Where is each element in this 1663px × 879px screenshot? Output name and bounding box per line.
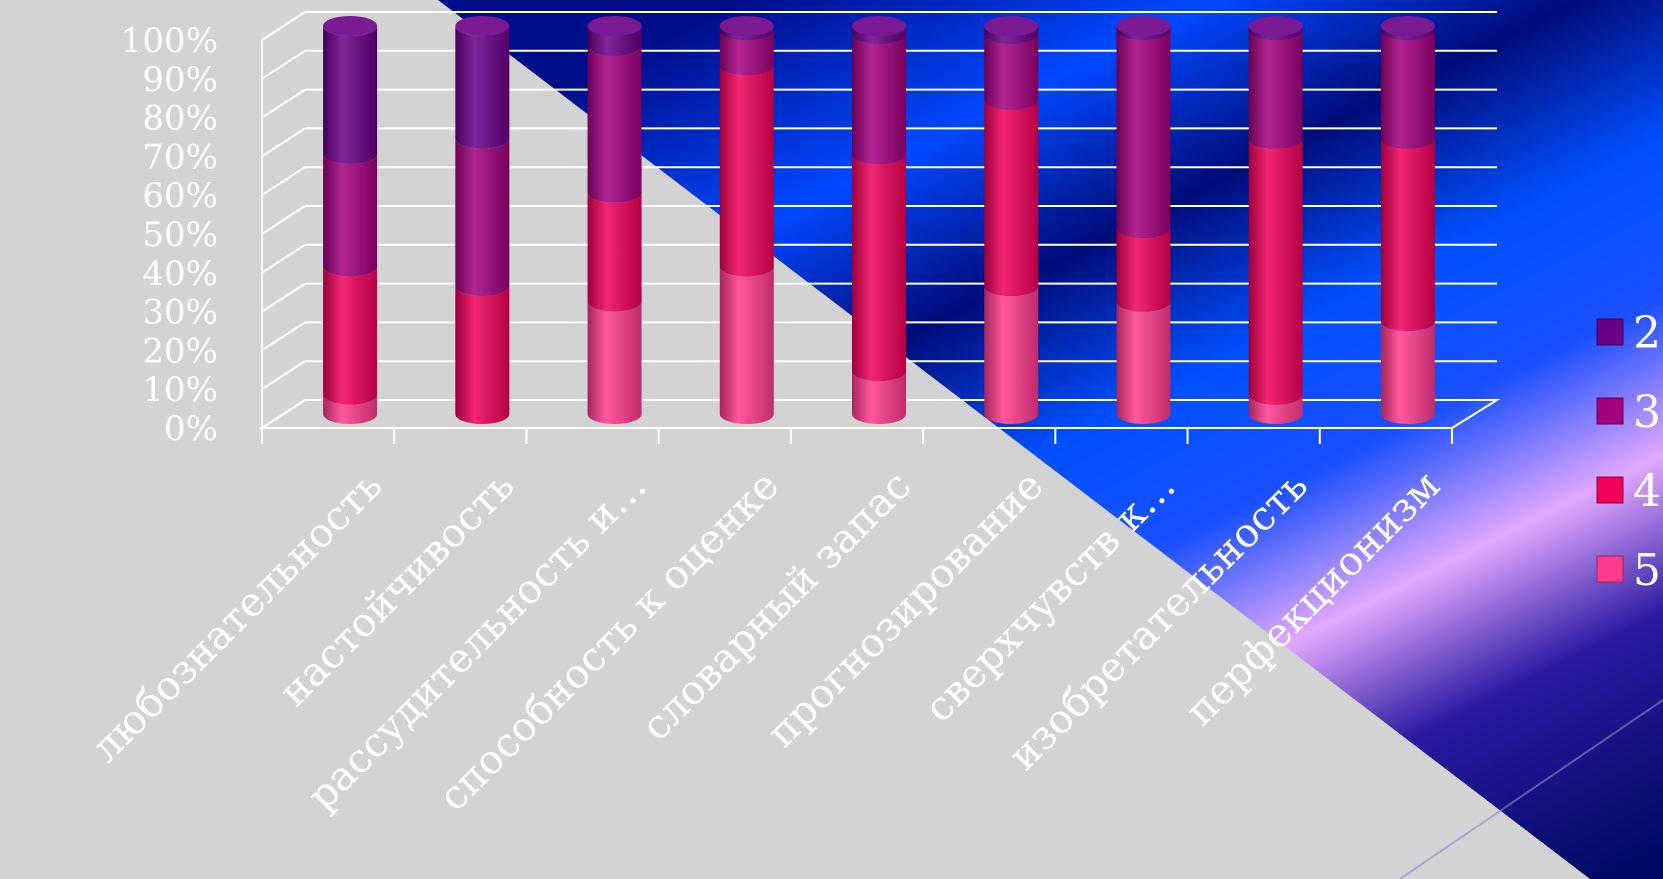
bar-top-cap bbox=[852, 16, 906, 36]
bar-stack bbox=[852, 16, 906, 424]
bar-stack bbox=[1380, 16, 1435, 424]
y-tick-label: 90% bbox=[142, 60, 218, 100]
bar-segment-4 bbox=[1248, 138, 1303, 405]
bar-stack bbox=[984, 16, 1039, 424]
legend-label: 3 bbox=[1633, 387, 1661, 438]
y-tick-label: 30% bbox=[142, 293, 218, 333]
bar-segment-3 bbox=[984, 33, 1039, 110]
bar-segment-4 bbox=[1116, 227, 1171, 312]
legend: 2 3 4 5 bbox=[1596, 308, 1661, 596]
bar-top-cap bbox=[719, 16, 774, 36]
y-tick-label: 50% bbox=[142, 215, 218, 255]
side-wall-gridline bbox=[261, 282, 306, 313]
bar-segment-3 bbox=[587, 45, 642, 203]
bar-top-cap bbox=[1116, 16, 1171, 36]
bar-top-cap bbox=[323, 16, 378, 36]
bars bbox=[323, 16, 1435, 424]
bar-segment-2 bbox=[719, 26, 774, 40]
y-tick-label: 100% bbox=[121, 21, 218, 61]
bar-segment-5 bbox=[1116, 301, 1171, 424]
legend-label: 5 bbox=[1633, 545, 1661, 596]
legend-item: 4 bbox=[1596, 466, 1661, 517]
bar-stack bbox=[719, 16, 774, 424]
bar-segment-4 bbox=[1380, 138, 1435, 331]
bar-segment-3 bbox=[1380, 29, 1435, 149]
legend-item: 2 bbox=[1596, 308, 1661, 359]
bar-segment-5 bbox=[1248, 394, 1303, 424]
bar-segment-2 bbox=[852, 26, 906, 44]
side-wall-gridline bbox=[261, 49, 306, 80]
bar-segment-5 bbox=[984, 285, 1039, 424]
y-tick-label: 60% bbox=[142, 176, 218, 216]
bar-segment-2 bbox=[587, 26, 642, 56]
bar-segment-3 bbox=[852, 33, 906, 165]
axes bbox=[258, 399, 1501, 444]
bar-segment-3 bbox=[455, 138, 510, 296]
bar-segment-2 bbox=[1116, 26, 1171, 40]
y-tick-label: 20% bbox=[142, 331, 218, 371]
bar-segment-2 bbox=[1380, 26, 1435, 40]
bar-stack bbox=[1248, 16, 1303, 424]
bar-top-cap bbox=[455, 16, 510, 36]
legend-swatch bbox=[1596, 476, 1624, 504]
bar-segment-2 bbox=[1248, 26, 1303, 40]
bar-stack bbox=[323, 16, 378, 424]
y-tick-label: 0% bbox=[164, 409, 218, 449]
legend-swatch bbox=[1596, 318, 1624, 346]
y-tick-label: 40% bbox=[142, 254, 218, 294]
bar-segment-4 bbox=[587, 192, 642, 312]
bar-stack bbox=[587, 16, 642, 424]
bar-segment-4 bbox=[984, 99, 1039, 296]
x-axis-tick-labels: любознательностьнастойчивостьрассудитель… bbox=[82, 463, 1449, 821]
y-tick-label: 70% bbox=[142, 137, 218, 177]
bar-segment-3 bbox=[323, 154, 378, 277]
side-wall-gridline bbox=[261, 11, 306, 41]
bar-segment-5 bbox=[587, 301, 642, 424]
side-wall-gridline bbox=[261, 360, 306, 391]
y-tick-label: 10% bbox=[142, 370, 218, 410]
bar-top-cap bbox=[984, 16, 1039, 36]
bar-segment-3 bbox=[1248, 29, 1303, 149]
legend-swatch bbox=[1596, 555, 1624, 583]
bar-stack bbox=[1116, 16, 1171, 424]
side-wall-gridline bbox=[261, 166, 306, 197]
side-wall-gridline bbox=[261, 321, 306, 352]
decorative-line bbox=[1399, 699, 1663, 879]
bar-segment-5 bbox=[719, 266, 774, 424]
bar-segment-2 bbox=[984, 26, 1039, 44]
x-tick-label: настойчивость bbox=[271, 463, 524, 716]
bar-top-cap bbox=[587, 16, 642, 36]
side-wall-gridline bbox=[261, 243, 306, 274]
bar-segment-2 bbox=[455, 26, 510, 149]
bar-segment-3 bbox=[719, 29, 774, 75]
bar-stack bbox=[455, 16, 510, 424]
bar-top-cap bbox=[1380, 16, 1435, 36]
legend-label: 4 bbox=[1633, 466, 1661, 517]
bar-segment-5 bbox=[323, 394, 378, 424]
legend-item: 5 bbox=[1596, 545, 1661, 596]
legend-swatch bbox=[1596, 397, 1624, 425]
bar-segment-4 bbox=[323, 266, 378, 405]
legend-item: 3 bbox=[1596, 387, 1661, 438]
bar-segment-3 bbox=[1116, 29, 1171, 238]
y-axis-tick-labels: 0%10%20%30%40%50%60%70%80%90%100% bbox=[121, 21, 218, 449]
legend-label: 2 bbox=[1633, 308, 1661, 359]
bar-top-cap bbox=[1248, 16, 1303, 36]
y-tick-label: 80% bbox=[142, 99, 218, 139]
bar-segment-5 bbox=[1380, 320, 1435, 424]
side-wall-gridline bbox=[261, 88, 306, 119]
x-tick-label: перфекционизм bbox=[1177, 463, 1449, 735]
bar-segment-4 bbox=[455, 285, 510, 424]
side-wall-gridline bbox=[261, 205, 306, 235]
side-wall-gridline bbox=[261, 127, 306, 158]
x-tick-label: сверхчувств к… bbox=[916, 463, 1185, 732]
bar-segment-4 bbox=[852, 154, 906, 382]
bar-segment-4 bbox=[719, 64, 774, 277]
bar-segment-5 bbox=[852, 371, 906, 424]
bar-segment-2 bbox=[323, 26, 378, 165]
